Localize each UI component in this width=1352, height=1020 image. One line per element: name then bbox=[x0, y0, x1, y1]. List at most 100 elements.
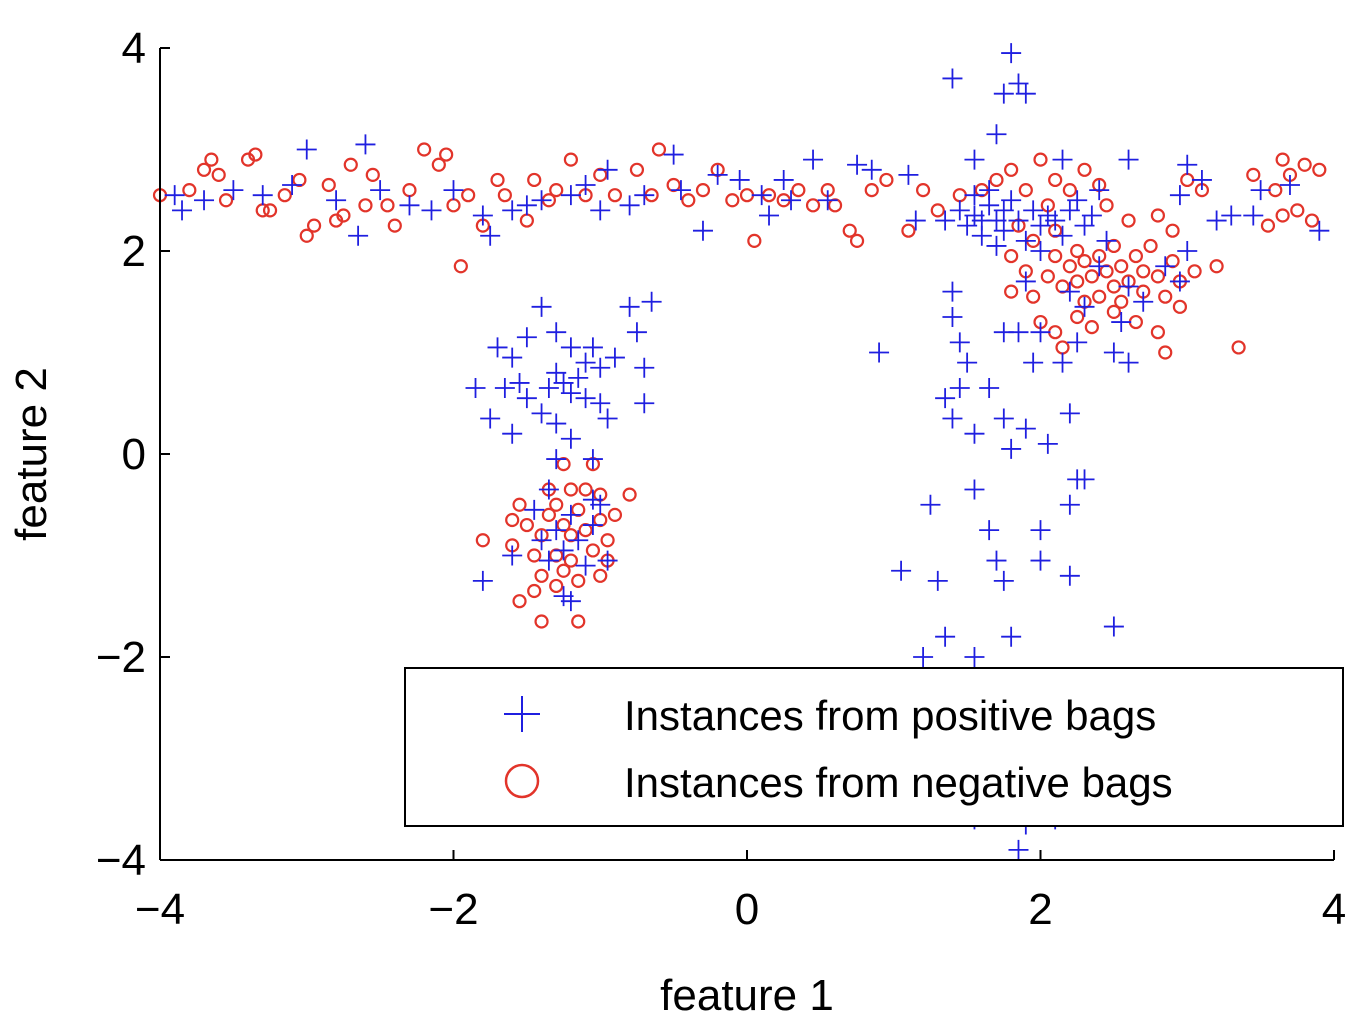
positive-point bbox=[1074, 469, 1095, 490]
positive-point bbox=[560, 428, 581, 449]
negative-point bbox=[1143, 238, 1158, 254]
positive-point bbox=[861, 159, 882, 180]
positive-point bbox=[553, 372, 574, 393]
positive-point bbox=[472, 570, 493, 591]
positive-point bbox=[803, 149, 824, 170]
negative-point bbox=[306, 218, 322, 233]
positive-point bbox=[1059, 403, 1080, 424]
positive-point bbox=[546, 413, 567, 434]
negative-point bbox=[527, 583, 542, 599]
positive-point bbox=[1089, 256, 1110, 277]
x-tick-label: 0 bbox=[735, 885, 759, 934]
negative-point bbox=[1106, 238, 1121, 254]
negative-point bbox=[864, 183, 879, 198]
positive-series bbox=[164, 43, 1330, 860]
negative-point bbox=[1055, 279, 1070, 294]
negative-point bbox=[1070, 274, 1085, 289]
negative-point bbox=[321, 177, 336, 193]
legend-item-negative: Instances from negative bags bbox=[504, 759, 1173, 806]
negative-point bbox=[505, 512, 520, 528]
negative-point bbox=[739, 188, 755, 203]
negative-point bbox=[358, 198, 373, 213]
positive-point bbox=[421, 200, 442, 221]
positive-point bbox=[538, 550, 559, 571]
positive-point bbox=[993, 570, 1014, 591]
negative-point bbox=[1165, 254, 1180, 269]
negative-point bbox=[989, 172, 1004, 188]
negative-point bbox=[915, 183, 931, 198]
negative-point bbox=[651, 142, 667, 157]
positive-point bbox=[538, 479, 559, 500]
positive-point bbox=[949, 332, 970, 353]
positive-point bbox=[751, 185, 772, 206]
positive-point bbox=[597, 550, 618, 571]
positive-point bbox=[979, 520, 1000, 541]
positive-point bbox=[986, 124, 1007, 145]
positive-point bbox=[348, 225, 369, 246]
negative-point bbox=[1275, 208, 1290, 223]
negative-point bbox=[1158, 345, 1173, 360]
x-tick-label: 2 bbox=[1028, 885, 1052, 934]
negative-point bbox=[196, 162, 212, 177]
negative-point bbox=[1312, 162, 1327, 177]
positive-point bbox=[986, 235, 1007, 256]
negative-point bbox=[549, 183, 564, 198]
positive-point bbox=[942, 68, 963, 89]
positive-point bbox=[1169, 185, 1190, 206]
negative-point bbox=[453, 259, 468, 274]
negative-point bbox=[527, 548, 542, 563]
negative-point bbox=[1099, 198, 1114, 213]
positive-point bbox=[1177, 154, 1198, 175]
positive-point bbox=[494, 378, 515, 399]
negative-point bbox=[879, 172, 894, 188]
negative-point bbox=[461, 188, 476, 203]
y-tick-label: −2 bbox=[96, 633, 146, 682]
negative-point bbox=[1246, 167, 1261, 182]
positive-point bbox=[560, 383, 581, 404]
positive-point bbox=[502, 200, 523, 221]
negative-point bbox=[593, 568, 608, 583]
positive-point bbox=[1089, 180, 1110, 201]
negative-point bbox=[204, 152, 219, 167]
positive-point bbox=[509, 372, 530, 393]
positive-point bbox=[355, 134, 376, 155]
negative-point bbox=[490, 172, 505, 188]
positive-point bbox=[993, 83, 1014, 104]
positive-point bbox=[634, 357, 655, 378]
negative-point bbox=[695, 183, 711, 198]
negative-point bbox=[277, 188, 292, 203]
positive-point bbox=[1052, 352, 1073, 373]
positive-point bbox=[531, 296, 552, 317]
plus-marker-icon bbox=[504, 696, 540, 732]
positive-point bbox=[1015, 230, 1036, 251]
negative-point bbox=[1304, 213, 1320, 228]
positive-point bbox=[590, 357, 611, 378]
positive-point bbox=[1081, 205, 1102, 226]
negative-point bbox=[1004, 284, 1019, 299]
positive-point bbox=[575, 352, 596, 373]
positive-point bbox=[502, 347, 523, 368]
positive-point bbox=[619, 195, 640, 216]
negative-point bbox=[1150, 208, 1166, 223]
negative-point bbox=[901, 223, 916, 238]
x-axis-title: feature 1 bbox=[660, 971, 834, 1020]
positive-point bbox=[252, 185, 273, 206]
positive-point bbox=[1169, 271, 1190, 292]
positive-point bbox=[472, 205, 493, 226]
negative-point bbox=[930, 203, 945, 218]
positive-point bbox=[847, 154, 868, 175]
negative-point bbox=[1275, 152, 1290, 167]
positive-point bbox=[516, 195, 537, 216]
negative-point bbox=[1062, 183, 1077, 198]
negative-point bbox=[563, 152, 579, 167]
negative-point bbox=[292, 172, 307, 188]
negative-point bbox=[387, 218, 402, 233]
negative-point bbox=[534, 568, 549, 583]
positive-point bbox=[920, 494, 941, 515]
negative-point bbox=[431, 157, 446, 172]
negative-point bbox=[593, 167, 608, 182]
positive-point bbox=[663, 144, 684, 165]
negative-point bbox=[842, 223, 857, 238]
negative-point bbox=[1077, 162, 1092, 177]
negative-point bbox=[1106, 304, 1121, 319]
